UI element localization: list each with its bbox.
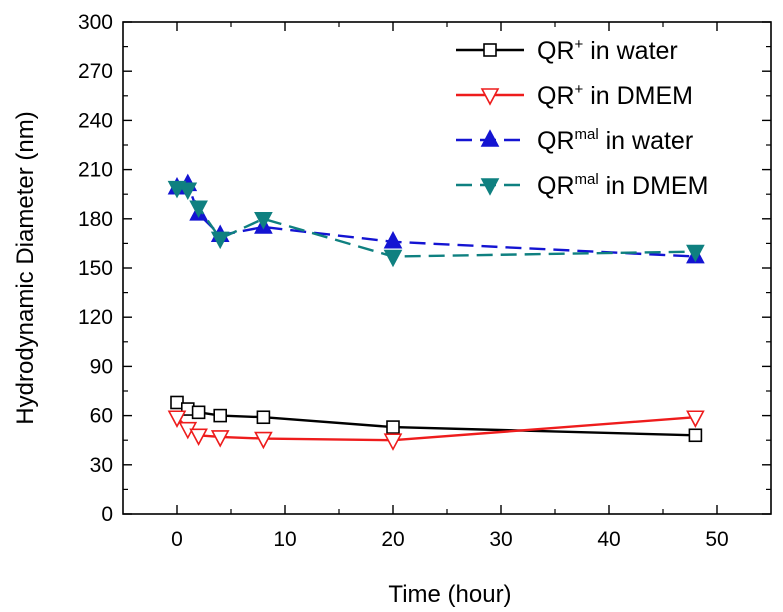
y-axis-title: Hydrodynamic Diameter (nm) [12,111,39,424]
data-series [167,173,705,451]
data-point [256,410,271,425]
data-point [167,410,187,428]
legend-label: QR+ in water [537,36,678,65]
y-tick-label: 180 [78,208,113,231]
data-point [254,431,273,450]
y-tick-label: 300 [78,11,113,34]
series-4 [167,180,705,268]
data-point [686,410,705,428]
series-1 [170,395,703,443]
data-point [688,428,703,443]
data-point [383,231,403,249]
data-point [210,430,230,448]
legend: QR+ in water QR+ in DMEM QRmal in water QRm… [456,36,708,200]
x-tick-label: 10 [273,528,296,551]
legend-entry: QRmal in water [456,126,693,155]
x-tick-label: 0 [171,528,183,551]
y-tick-label: 210 [78,159,113,182]
y-tick-label: 60 [90,405,113,428]
data-point [686,244,705,263]
legend-entry: QRmal in DMEM [456,171,708,200]
data-point [383,433,403,451]
legend-label: QRmal in water [537,126,693,155]
data-point [210,231,230,250]
data-point [189,428,208,446]
y-tick-label: 90 [90,355,113,378]
y-tick-label: 240 [78,109,113,132]
x-tick-label: 50 [705,528,728,551]
data-point [189,200,208,219]
legend-marker [480,88,500,106]
y-tick-label: 150 [78,257,113,280]
legend-marker [480,129,500,147]
y-tick-label: 30 [90,454,113,477]
legend-label: QR+ in DMEM [537,81,693,110]
x-tick-label: 30 [489,528,512,551]
data-point [383,249,403,268]
legend-label: QRmal in DMEM [537,171,708,200]
x-tick-label: 20 [381,528,404,551]
legend-marker [480,178,500,196]
legend-entry: QR+ in DMEM [456,81,693,110]
legend-entry: QR+ in water [456,36,678,65]
data-point [178,182,198,200]
series-2 [167,410,705,451]
legend-marker [483,43,497,57]
series-line [176,401,696,437]
data-point [386,420,400,434]
y-tick-label: 0 [101,503,113,526]
data-point [191,405,206,420]
y-tick-label: 120 [78,306,113,329]
y-tick-label: 270 [78,60,113,83]
data-point [254,212,273,230]
tick-labels: 0 30 60 90 120 150 180 210 240 270 300 0 10 20 30 40 50 [78,11,729,551]
tick-marks [123,21,771,515]
x-tick-label: 40 [597,528,620,551]
x-axis-title: Time (hour) [388,581,511,608]
data-point [213,408,227,423]
